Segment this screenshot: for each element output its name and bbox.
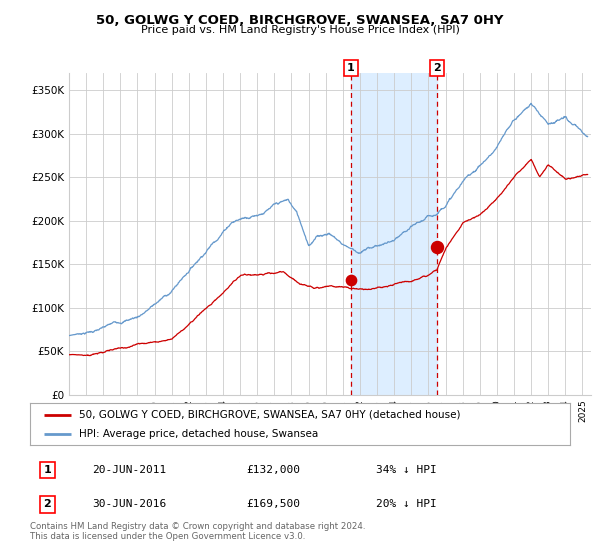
Text: £132,000: £132,000 bbox=[246, 465, 300, 475]
Text: 2: 2 bbox=[433, 63, 441, 73]
Text: 1: 1 bbox=[44, 465, 51, 475]
Text: 20-JUN-2011: 20-JUN-2011 bbox=[92, 465, 166, 475]
Text: 50, GOLWG Y COED, BIRCHGROVE, SWANSEA, SA7 0HY: 50, GOLWG Y COED, BIRCHGROVE, SWANSEA, S… bbox=[96, 14, 504, 27]
Text: HPI: Average price, detached house, Swansea: HPI: Average price, detached house, Swan… bbox=[79, 429, 318, 439]
Text: 1: 1 bbox=[347, 63, 355, 73]
Text: Contains HM Land Registry data © Crown copyright and database right 2024.
This d: Contains HM Land Registry data © Crown c… bbox=[30, 522, 365, 542]
Text: 20% ↓ HPI: 20% ↓ HPI bbox=[376, 500, 436, 510]
Point bbox=[432, 243, 442, 252]
Text: 34% ↓ HPI: 34% ↓ HPI bbox=[376, 465, 436, 475]
Text: 30-JUN-2016: 30-JUN-2016 bbox=[92, 500, 166, 510]
Point bbox=[346, 276, 356, 284]
Bar bbox=[351, 73, 437, 395]
Text: 2: 2 bbox=[44, 500, 51, 510]
Text: 50, GOLWG Y COED, BIRCHGROVE, SWANSEA, SA7 0HY (detached house): 50, GOLWG Y COED, BIRCHGROVE, SWANSEA, S… bbox=[79, 409, 460, 419]
Text: Price paid vs. HM Land Registry's House Price Index (HPI): Price paid vs. HM Land Registry's House … bbox=[140, 25, 460, 35]
Text: £169,500: £169,500 bbox=[246, 500, 300, 510]
